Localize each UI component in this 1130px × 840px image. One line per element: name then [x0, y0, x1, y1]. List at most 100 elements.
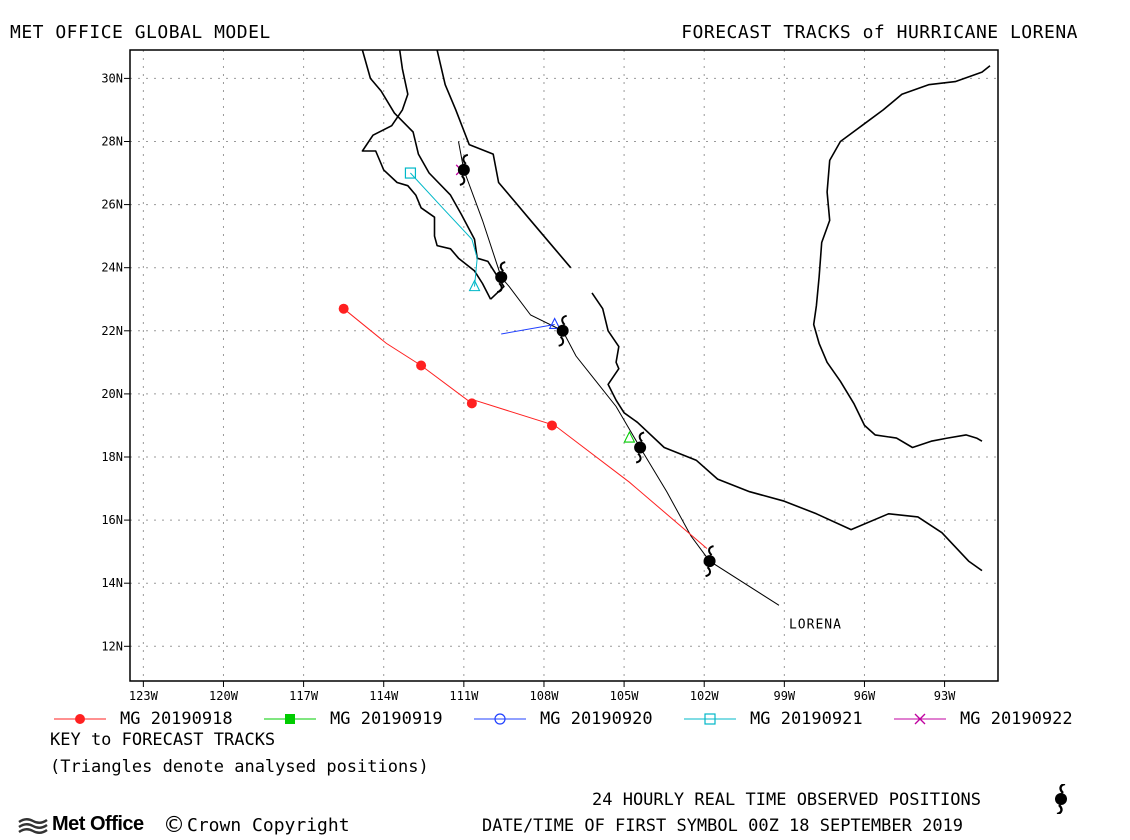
first-symbol-datetime: DATE/TIME OF FIRST SYMBOL 00Z 18 SEPTEMB…	[482, 816, 964, 836]
analysed-position-triangle	[468, 279, 481, 292]
y-tick-label: 18N	[101, 450, 123, 464]
y-tick-label: 26N	[101, 198, 123, 212]
y-tick-label: 12N	[101, 639, 123, 653]
legend-swatch-marker	[285, 714, 295, 724]
hurricane-symbol	[634, 431, 647, 464]
legend-swatch	[894, 713, 946, 725]
hurricane-symbol-arm	[708, 545, 714, 556]
legend: MG 20190918 MG 20190919 MG 20190920 MG 2019…	[40, 708, 1120, 730]
legend-label: MG 20190922	[960, 709, 1073, 729]
x-tick-label: 117W	[289, 689, 319, 703]
observed-track-line	[458, 141, 780, 606]
legend-swatch-marker	[914, 713, 926, 725]
hurricane-symbol-arm	[459, 175, 466, 186]
hurricane-symbol	[495, 261, 508, 294]
hurricane-symbol-icon	[1055, 784, 1067, 814]
chart-title: FORECAST TRACKS of HURRICANE LORENA	[681, 22, 1078, 43]
legend-item: MG 20190919	[262, 708, 443, 730]
y-tick-label: 24N	[101, 261, 123, 275]
hurricane-symbol	[556, 314, 569, 347]
series-mg-20190920	[501, 317, 561, 335]
page-title-left: MET OFFICE GLOBAL MODEL	[10, 22, 271, 43]
y-tick-label: 30N	[101, 71, 123, 85]
forecast-point	[416, 360, 427, 371]
x-tick-label: 105W	[610, 689, 640, 703]
legend-item: MG 20190921	[682, 708, 863, 730]
x-tick-label: 123W	[129, 689, 159, 703]
x-marker-stroke	[914, 713, 926, 725]
legend-swatch-marker	[704, 713, 716, 725]
key-note: (Triangles denote analysed positions)	[50, 757, 429, 777]
legend-item: MG 20190918	[52, 708, 233, 730]
legend-swatch	[474, 713, 526, 725]
hurricane-symbol-arm	[462, 153, 469, 165]
hurricane-symbol	[457, 153, 470, 186]
coastline	[361, 50, 505, 300]
storm-label: LORENA	[789, 617, 842, 632]
coastline	[436, 50, 572, 269]
coastlines	[361, 50, 991, 572]
series-mg-20190919	[623, 430, 636, 443]
series-mg-20190921	[404, 167, 481, 292]
y-tick-label: 22N	[101, 324, 123, 338]
legend-item: MG 20190920	[472, 708, 653, 730]
hurricane-symbol-arm	[496, 282, 503, 294]
hurricane-symbol-arm	[635, 452, 642, 464]
x-tick-label: 108W	[530, 689, 560, 703]
forecast-track-line	[501, 324, 555, 335]
legend-item: MG 20190922	[892, 708, 1073, 730]
forecast-track-line	[343, 308, 708, 549]
x-tick-label: 120W	[209, 689, 239, 703]
copyright-icon: ©	[163, 812, 185, 838]
y-tick-label: 14N	[101, 576, 123, 590]
legend-swatch	[684, 713, 736, 725]
coastline	[591, 292, 983, 572]
forecast-map-chart: 123W 120W 117W 114W 111W 108W 105W 102W 99W 96W 93…	[101, 49, 999, 703]
x-tick-label: 102W	[690, 689, 720, 703]
forecast-point	[466, 398, 477, 409]
y-tick-label: 28N	[101, 134, 123, 148]
forecast-point	[546, 420, 557, 431]
legend-label: MG 20190918	[120, 709, 233, 729]
hurricane-symbol-core	[703, 555, 716, 568]
legend-swatch	[264, 714, 316, 724]
copyright: © Crown Copyright	[163, 812, 350, 838]
hurricane-symbol-core	[495, 271, 508, 284]
legend-swatch-marker	[75, 714, 85, 724]
x-tick-label: 96W	[854, 689, 876, 703]
y-tick-label: 16N	[101, 513, 123, 527]
key-title: KEY to FORECAST TRACKS	[50, 730, 276, 750]
met-office-logo-text: Met Office	[52, 813, 144, 835]
hurricane-symbol-arm	[499, 261, 506, 272]
hurricane-symbol	[703, 545, 716, 578]
x-tick-label: 114W	[369, 689, 399, 703]
grid-lines	[130, 50, 998, 681]
hurricane-symbol-core	[457, 163, 470, 176]
hurricane-symbol-core	[634, 441, 647, 454]
forecast-point	[338, 303, 349, 314]
hurricane-symbol-arm	[558, 336, 565, 347]
x-tick-label: 111W	[449, 689, 479, 703]
coastline	[361, 50, 492, 300]
y-tick-label: 20N	[101, 387, 123, 401]
forecast-track-line	[410, 172, 478, 287]
observed-positions-label: 24 HOURLY REAL TIME OBSERVED POSITIONS	[592, 790, 981, 810]
copyright-text: Crown Copyright	[187, 815, 350, 836]
forecast-point	[404, 167, 417, 179]
legend-label: MG 20190920	[540, 709, 653, 729]
hurricane-symbol-arm	[638, 431, 645, 443]
coastline	[812, 65, 991, 449]
legend-swatch	[54, 714, 106, 724]
series-mg-20190918	[338, 303, 708, 549]
legend-label: MG 20190921	[750, 709, 863, 729]
hurricane-symbol-arm	[561, 314, 567, 326]
analysed-position-triangle	[623, 430, 636, 443]
met-office-logo: Met Office	[18, 813, 144, 836]
plot-frame	[129, 49, 999, 682]
legend-label: MG 20190919	[330, 709, 443, 729]
met-office-logo-icon	[18, 817, 48, 834]
hurricane-symbol-core	[556, 324, 569, 337]
analysed-position-triangle	[548, 317, 561, 330]
x-tick-label: 99W	[773, 689, 795, 703]
hurricane-symbol-arm	[705, 566, 711, 578]
